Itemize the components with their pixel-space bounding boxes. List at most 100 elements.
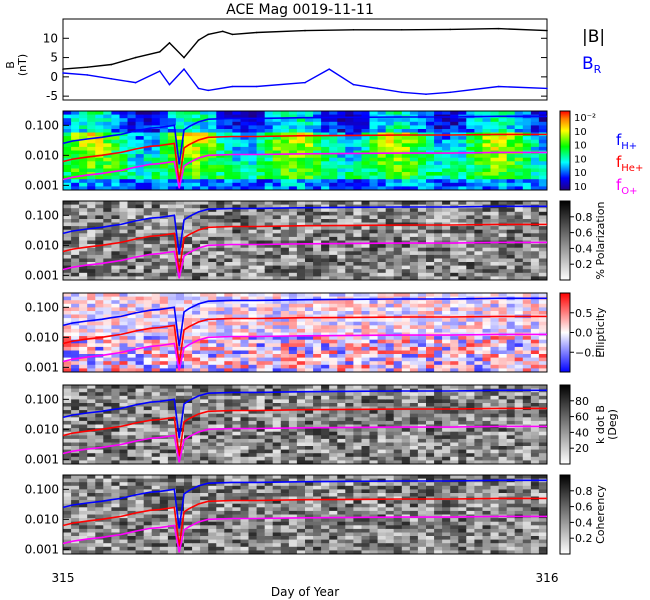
heatmap-cell [127,357,137,362]
heatmap-cell [224,150,233,155]
heatmap-cell [401,226,411,231]
heatmap-cell [506,293,516,298]
heatmap-cell [377,157,387,162]
heatmap-cell [393,179,403,184]
heatmap-cell [167,350,177,355]
heatmap-cell [458,357,467,362]
heatmap-cell [393,164,403,169]
heatmap-cell [103,392,112,397]
heatmap-cell [175,201,185,206]
heatmap-cell [232,420,241,425]
heatmap-cell [264,182,274,187]
heatmap-cell [353,154,362,159]
heatmap-cell [119,254,129,259]
heatmap-cell [256,251,266,256]
heatmap-cell [305,121,314,126]
heatmap-cell [167,164,177,169]
heatmap-cell [296,118,306,123]
heatmap-cell [216,410,225,415]
heatmap-cell [353,129,362,134]
heatmap-cell [353,247,362,252]
heatmap-cell [272,114,282,119]
heatmap-cell [385,182,395,187]
heatmap-cell [305,161,314,166]
heatmap-cell [151,247,161,252]
heatmap-cell [151,146,161,151]
heatmap-cell [111,336,120,341]
heatmap-cell [280,229,290,234]
heatmap-cell [514,172,524,177]
heatmap-cell [167,399,177,404]
heatmap-cell [361,236,371,241]
heatmap-cell [224,354,233,359]
heatmap-cell [506,303,516,308]
heatmap-cell [216,403,225,408]
heatmap-cell [353,136,362,141]
heatmap-cell [200,161,209,166]
heatmap-cell [135,233,145,238]
heatmap-cell [224,410,233,415]
heatmap-cell [345,293,354,298]
heatmap-cell [288,428,298,433]
heatmap-cell [409,154,419,159]
heatmap-cell [95,129,104,134]
heatmap-cell [321,413,330,418]
heatmap-cell [385,403,395,408]
heatmap-cell [490,125,500,130]
heatmap-cell [329,111,338,116]
heatmap-cell [248,154,258,159]
heatmap-cell [345,121,354,126]
heatmap-cell [135,424,145,429]
heatmap-cell [184,314,193,319]
heatmap-cell [530,343,540,348]
heatmap-cell [514,244,524,249]
heatmap-cell [313,175,322,180]
heatmap-cell [393,318,403,323]
heatmap-cell [434,182,443,187]
heatmap-cell [248,179,258,184]
heatmap-cell [240,364,250,369]
heatmap-cell [305,438,314,443]
heatmap-cell [450,251,459,256]
heatmap-cell [442,311,451,316]
heatmap-cell [232,388,241,393]
heatmap-cell [272,453,282,458]
heatmap-cell [353,399,362,404]
heatmap-cell [111,265,120,270]
heatmap-cell [329,146,338,151]
heatmap-cell [167,132,177,137]
heatmap-cell [361,354,371,359]
heatmap-cell [329,460,338,465]
heatmap-cell [337,143,346,148]
heatmap-cell [474,350,483,355]
heatmap-cell [522,354,532,359]
heatmap-cell [240,262,250,267]
heatmap-cell [530,244,540,249]
heatmap-cell [514,219,524,224]
heatmap-cell [216,417,225,422]
heatmap-cell [167,303,177,308]
heatmap-cell [175,293,185,298]
heatmap-cell [240,413,250,418]
heatmap-cell [79,186,88,191]
heatmap-cell [103,446,112,451]
heatmap-cell [296,293,306,298]
heatmap-cell [506,354,516,359]
heatmap-cell [353,428,362,433]
heatmap-cell [71,254,80,259]
heatmap-cell [321,449,330,454]
heatmap-cell [329,222,338,227]
heatmap-cell [337,222,346,227]
heatmap-cell [95,254,104,259]
heatmap-cell [288,251,298,256]
heatmap-cell [417,254,427,259]
heatmap-cell [321,272,330,277]
heatmap-cell [272,175,282,180]
heatmap-cell [232,182,241,187]
heatmap-cell [385,172,395,177]
heatmap-cell [345,332,354,337]
heatmap-cell [248,240,258,245]
heatmap-cell [127,201,137,206]
heatmap-cell [151,395,161,400]
heatmap-cell [216,258,225,263]
